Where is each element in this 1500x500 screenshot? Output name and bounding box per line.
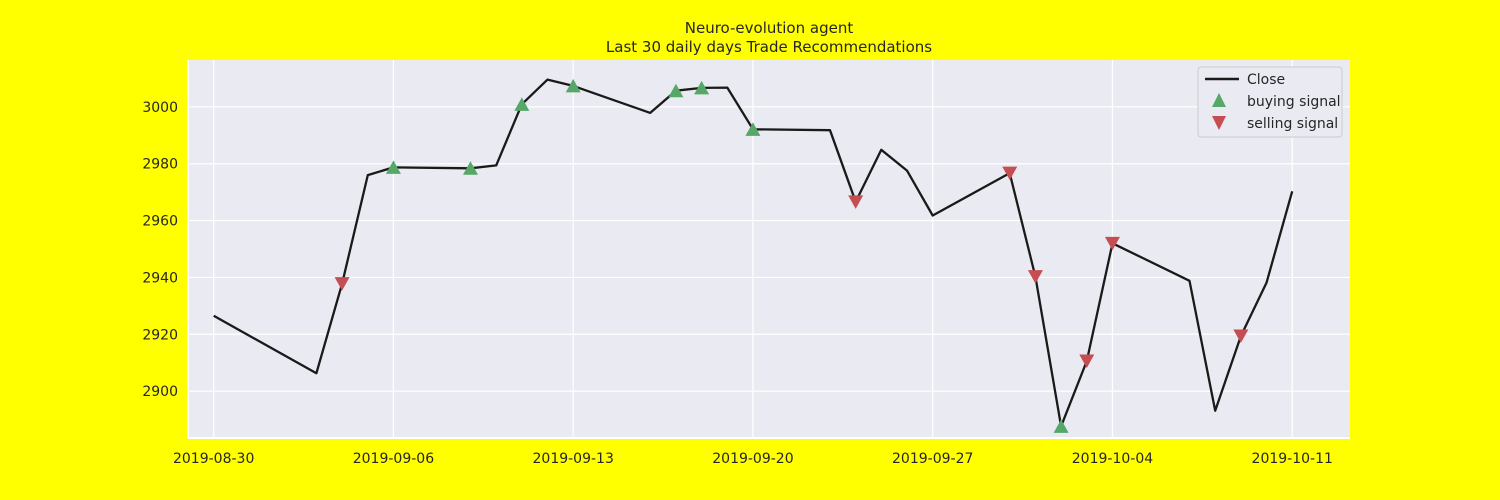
buy-signal-marker [385,160,401,174]
legend-box [1197,66,1343,138]
y-tick-label: 2940 [142,270,178,286]
x-tick-label: 2019-10-11 [1252,451,1333,467]
chart-title: Neuro-evolution agent [685,19,854,37]
sell-signal-marker [1027,270,1043,284]
sell-signal-marker [1079,354,1095,368]
legend-buy-swatch [1212,93,1226,107]
x-axis-ticks: 2019-08-30 2019-09-06 2019-09-13 2019-09-20… [173,451,1333,467]
buy-signal-marker [745,122,761,136]
y-tick-label: 3000 [142,100,178,116]
y-axis-ticks: 2900 2920 2940 2960 2980 3000 [142,100,178,400]
close-line [213,78,1294,428]
x-tick-label: 2019-09-20 [712,451,793,467]
buy-signal-marker [1053,419,1069,433]
x-tick-label: 2019-09-27 [892,451,973,467]
x-tick-label: 2019-08-30 [173,451,254,467]
buy-signal-marker [694,80,710,95]
grid [188,60,1350,438]
plot-area [188,60,1350,438]
buy-signal-marker [514,97,530,111]
buy-signal-marker [565,78,581,93]
sell-signal-marker [1104,236,1120,251]
legend: Close buying signal selling signal [1197,66,1343,138]
buy-signal-marker [668,83,684,98]
legend-close-label: Close [1247,72,1285,88]
chart-subtitle: Last 30 daily days Trade Recommendations [606,38,932,56]
y-tick-label: 2900 [142,384,178,400]
legend-sell-label: selling signal [1247,116,1338,132]
sell-signal-marker [334,277,350,291]
sell-signal-marker [1002,166,1018,181]
buy-signal-marker [462,161,478,175]
legend-buy-label: buying signal [1247,94,1341,110]
x-tick-label: 2019-10-04 [1072,451,1153,467]
sell-signal-marker [848,195,864,209]
y-tick-label: 2920 [142,327,178,343]
y-tick-label: 2980 [142,157,178,173]
sell-signal-marker [1233,329,1249,343]
x-tick-label: 2019-09-06 [353,451,434,467]
y-tick-label: 2960 [142,214,178,230]
series-layer [213,78,1294,433]
legend-sell-swatch [1212,116,1226,130]
x-tick-label: 2019-09-13 [533,451,614,467]
